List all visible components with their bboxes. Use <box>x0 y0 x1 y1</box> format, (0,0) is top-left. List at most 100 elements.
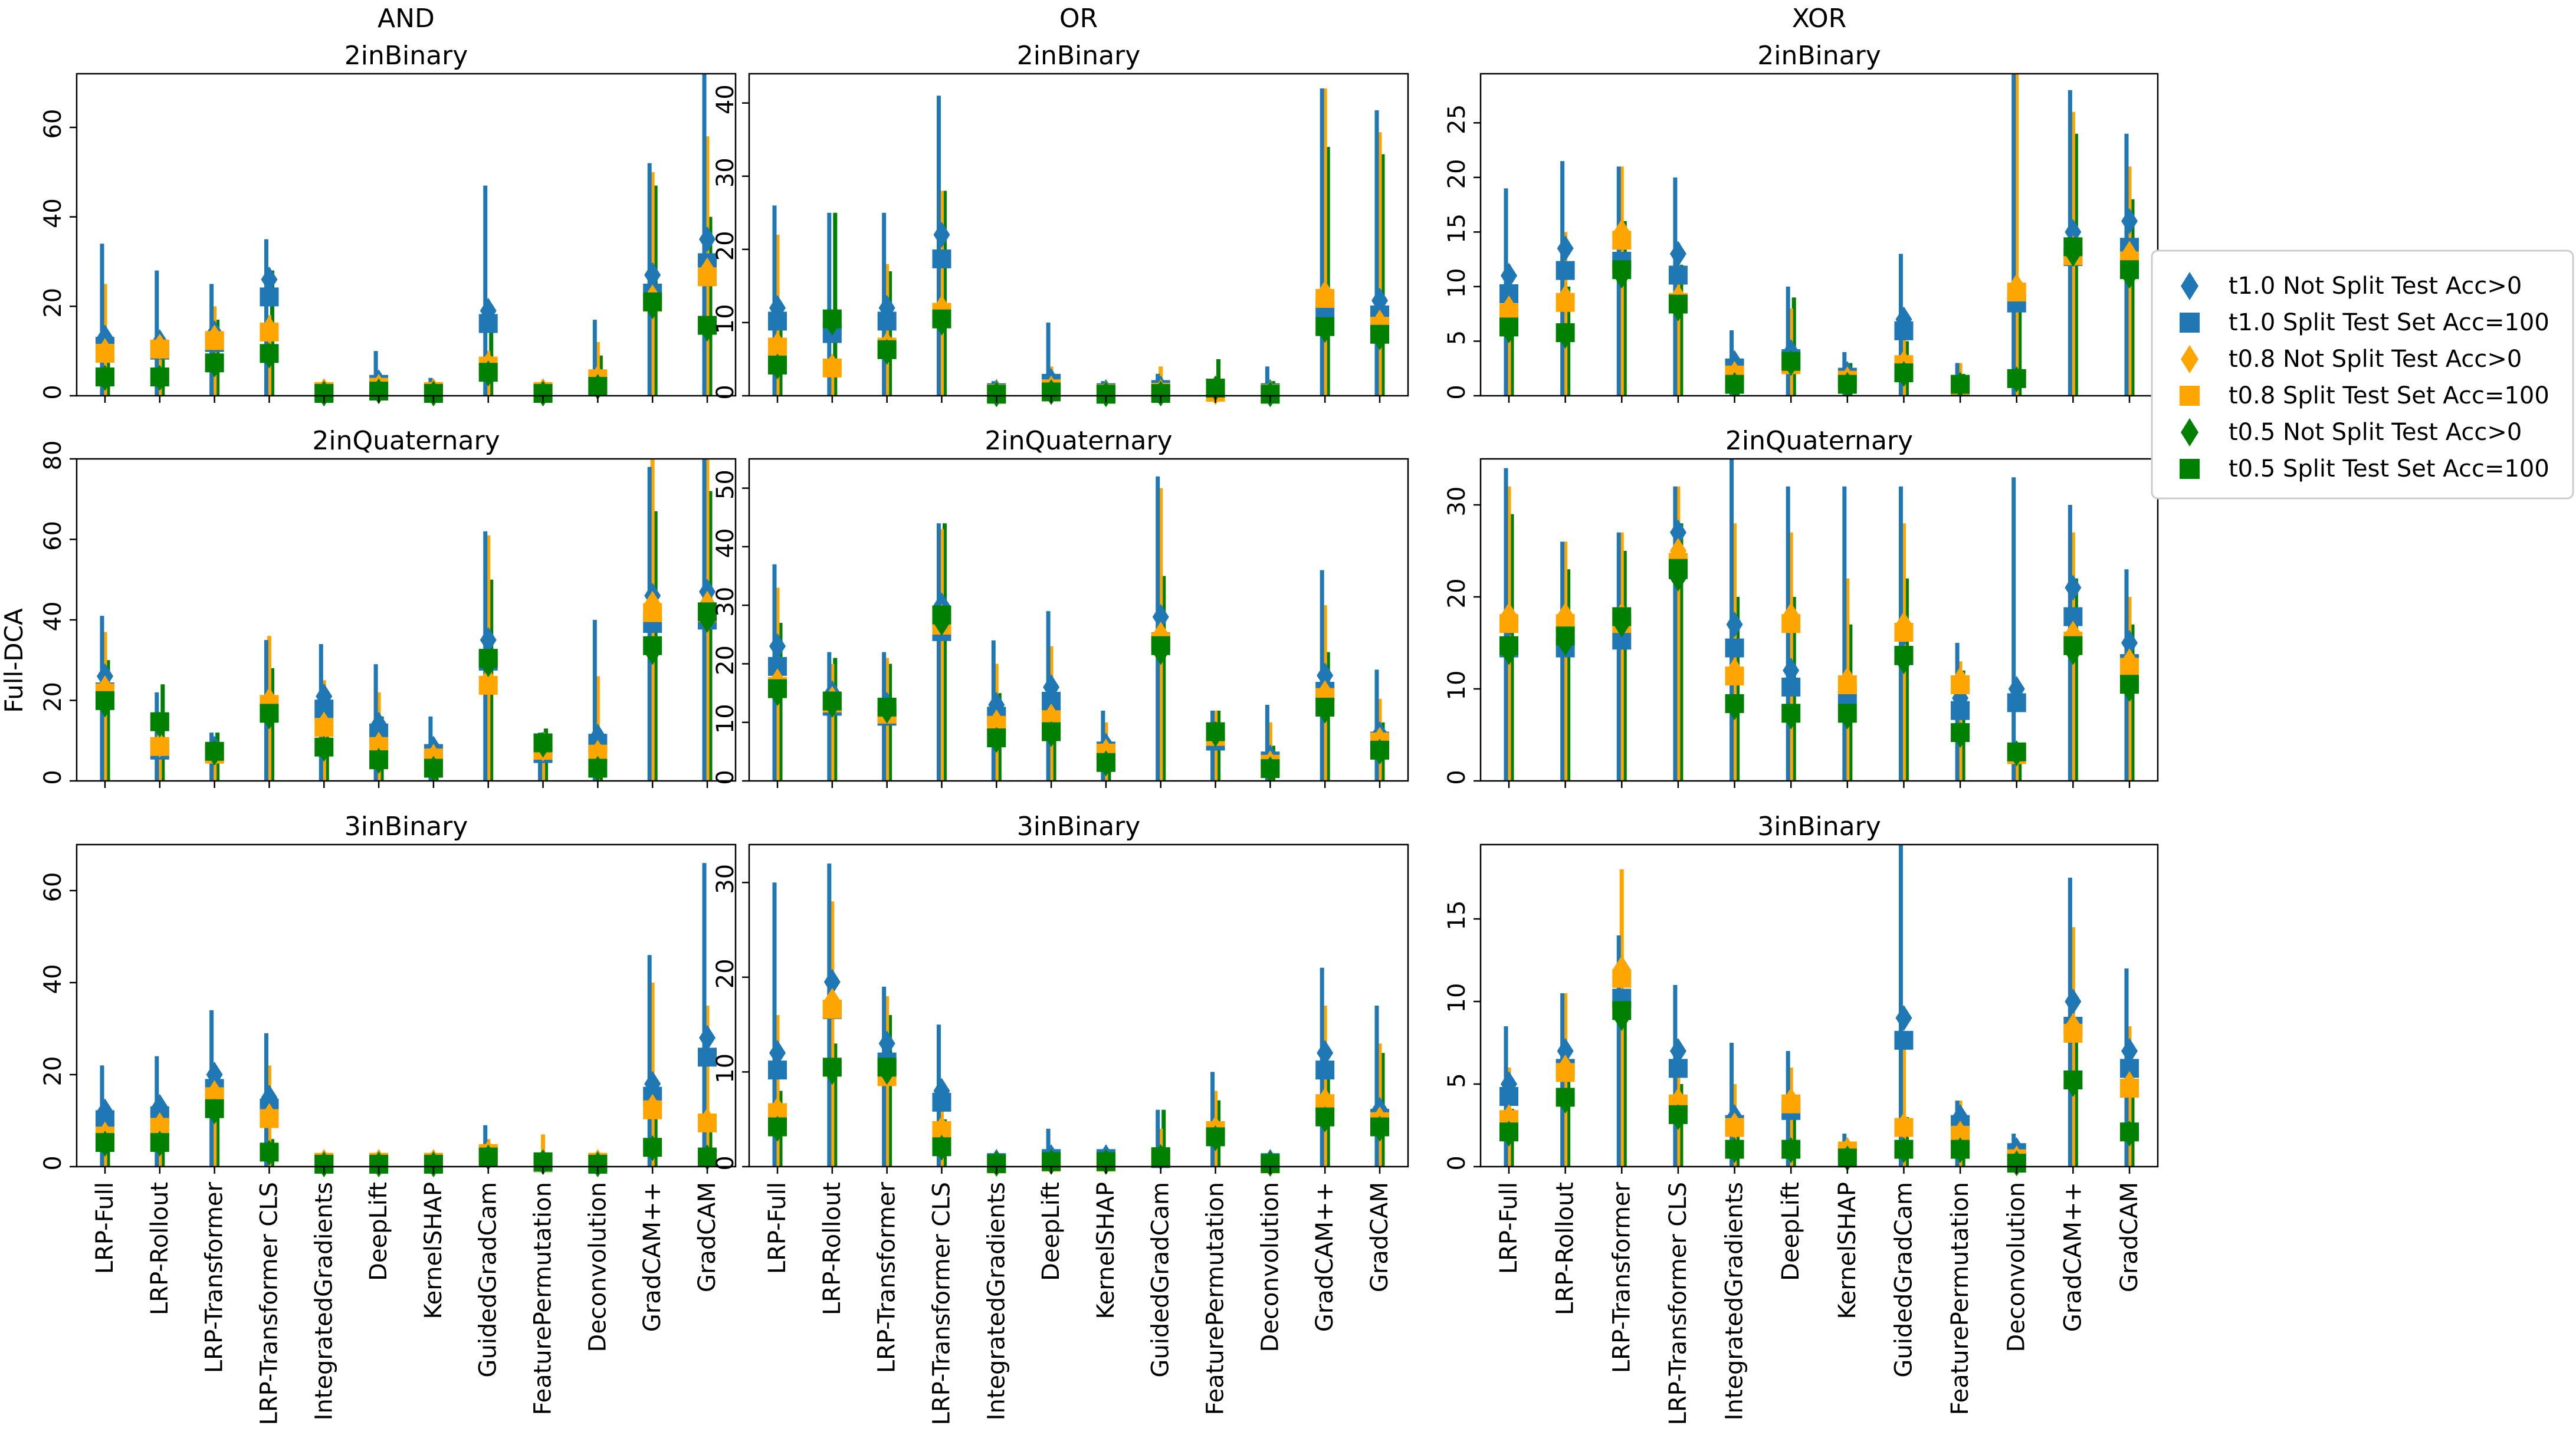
column-title: AND <box>378 4 435 34</box>
x-tick-label: Deconvolution <box>584 1182 611 1352</box>
diamond-marker <box>933 1078 950 1104</box>
y-tick-label: 0 <box>40 385 67 399</box>
diamond-marker <box>261 1140 278 1166</box>
plot-frame <box>748 843 1409 1168</box>
y-tick-label: 15 <box>1443 901 1471 931</box>
y-tick-label: 20 <box>712 958 739 989</box>
diamond-marker <box>1839 703 1856 730</box>
diamond-marker <box>1783 703 1800 730</box>
diamond-marker <box>1783 1137 1800 1163</box>
x-tick-label: KernelSHAP <box>1834 1182 1861 1319</box>
diamond-marker <box>316 735 333 762</box>
y-tick-label: 25 <box>1443 104 1471 134</box>
diamond-marker <box>1152 604 1169 631</box>
plot-frame <box>1479 458 2159 782</box>
diamond-marker <box>1501 639 1517 665</box>
diamond-marker <box>261 1085 278 1111</box>
diamond-marker <box>1501 295 1517 321</box>
square-marker <box>1668 265 1688 285</box>
diamond-marker <box>1895 611 1912 638</box>
diamond-marker <box>878 1059 895 1085</box>
panel-title: 2inQuaternary <box>312 426 500 456</box>
diamond-marker <box>2121 262 2138 289</box>
diamond-marker <box>1557 323 1574 349</box>
diamond-marker <box>878 339 895 365</box>
x-tick-label: IntegratedGradients <box>310 1182 337 1420</box>
diamond-marker <box>1669 538 1686 564</box>
diamond-marker <box>1726 657 1743 684</box>
y-tick-label: 30 <box>712 587 739 617</box>
panel-and-3inbinary: 3inBinary 0 20 40 60 LRP-Full LRP-Rollout LRP-T… <box>40 812 737 1425</box>
square-marker <box>1894 1030 1914 1050</box>
y-tick-label: 0 <box>40 770 67 784</box>
diamond-marker <box>769 295 786 321</box>
diamond-marker <box>1501 317 1517 343</box>
diamond-marker <box>878 697 895 724</box>
diamond-marker <box>2121 1121 2138 1147</box>
diamond-marker <box>1097 750 1114 777</box>
diamond-marker <box>1557 630 1574 656</box>
column-title: OR <box>1059 4 1098 34</box>
diamond-marker <box>97 1098 113 1125</box>
legend-square-marker <box>2180 386 2200 406</box>
panel-title: 2inQuaternary <box>985 426 1172 456</box>
y-tick-label: 10 <box>712 1053 739 1083</box>
y-tick-label: 60 <box>40 521 67 551</box>
diamond-marker <box>2065 241 2082 267</box>
diamond-marker <box>425 1151 442 1178</box>
diamond-marker <box>1783 657 1800 684</box>
diamond-marker <box>1895 1137 1912 1163</box>
square-marker <box>1556 261 1575 280</box>
diamond-marker <box>1317 1040 1334 1066</box>
diamond-marker <box>425 756 442 782</box>
diamond-marker <box>933 309 950 336</box>
diamond-marker <box>699 1024 716 1051</box>
x-tick-label: GuidedGradCam <box>475 1182 502 1378</box>
x-tick-label: KernelSHAP <box>420 1182 447 1319</box>
x-tick-label: FeaturePermutation <box>530 1182 557 1415</box>
diamond-marker <box>261 266 278 293</box>
panel-title: 2inQuaternary <box>1725 426 1913 456</box>
diamond-marker <box>1262 756 1279 783</box>
legend-entry: t0.8 Not Split Test Acc>0 <box>2229 346 2522 373</box>
diamond-marker <box>316 380 333 407</box>
y-tick-label: 20 <box>40 1056 67 1086</box>
diamond-marker <box>1726 1112 1743 1138</box>
diamond-marker <box>823 987 841 1014</box>
diamond-marker <box>644 1070 661 1097</box>
y-tick-label: 0 <box>712 385 739 399</box>
x-tick-label: LRP-Transformer <box>1608 1181 1635 1373</box>
diamond-marker <box>823 968 841 995</box>
x-tick-label: DeepLift <box>1777 1182 1804 1281</box>
diamond-marker <box>1501 602 1517 629</box>
diamond-marker <box>1952 666 1969 693</box>
diamond-marker <box>316 1151 333 1178</box>
legend-entry: t0.5 Split Test Set Acc=100 <box>2229 455 2549 482</box>
y-tick-label: 40 <box>712 84 739 114</box>
diamond-marker <box>1207 375 1224 402</box>
diamond-marker <box>1043 1148 1060 1175</box>
diamond-marker <box>1501 1071 1517 1097</box>
diamond-marker <box>370 378 388 405</box>
plot-frame <box>748 458 1409 782</box>
diamond-marker <box>1152 1144 1169 1170</box>
diamond-marker <box>261 342 278 369</box>
diamond-marker <box>644 1094 661 1120</box>
legend-diamond-marker <box>2181 418 2198 446</box>
diamond-marker <box>261 316 278 342</box>
diamond-marker <box>1783 1088 1800 1114</box>
x-tick-label: Deconvolution <box>2003 1182 2030 1352</box>
diamond-marker <box>1371 287 1388 314</box>
diamond-marker <box>988 727 1005 753</box>
diamond-marker <box>1952 372 1969 398</box>
diamond-marker <box>151 1094 168 1120</box>
x-tick-label: LRP-Full <box>91 1182 119 1274</box>
diamond-marker <box>1669 1038 1686 1064</box>
legend-entry: t1.0 Not Split Test Acc>0 <box>2229 272 2522 300</box>
diamond-marker <box>2121 208 2138 234</box>
diamond-marker <box>823 353 841 380</box>
y-tick-label: 20 <box>712 645 739 675</box>
panel-or-2inquaternary: 2inQuaternary 0 10 20 30 40 50 <box>712 426 1409 788</box>
y-tick-label: 0 <box>712 1155 739 1170</box>
